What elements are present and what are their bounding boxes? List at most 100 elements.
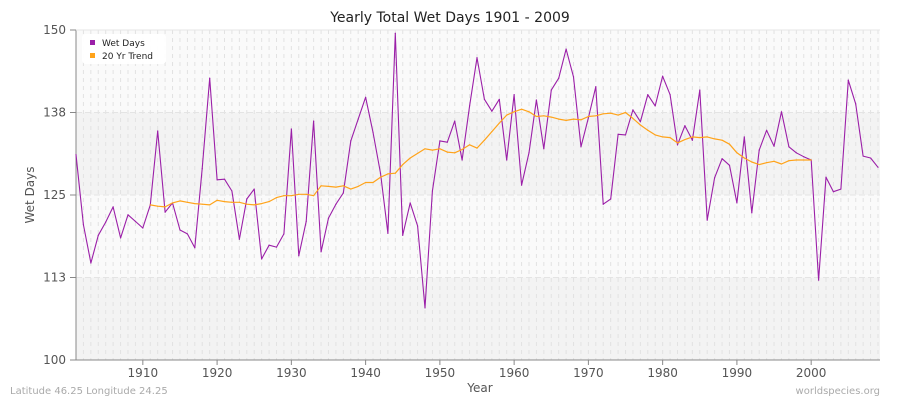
wet-days-point — [491, 110, 493, 112]
wet-days-point — [186, 233, 188, 235]
wet-days-point — [506, 159, 508, 161]
wet-days-point — [691, 139, 693, 141]
wet-days-point — [454, 120, 456, 122]
trend-point — [676, 142, 679, 144]
wet-days-point — [780, 111, 783, 113]
trend-point — [788, 160, 790, 162]
trend-point — [587, 115, 589, 118]
wet-days-point — [439, 140, 441, 142]
trend-point — [513, 111, 515, 113]
wet-days-point — [157, 130, 159, 132]
wet-days-point — [119, 237, 122, 239]
trend-line — [150, 108, 812, 208]
wet-days-point — [416, 225, 419, 227]
trend-point — [669, 136, 671, 139]
wet-days-point — [394, 32, 396, 34]
wet-days-point — [587, 117, 589, 119]
wet-days-point — [840, 188, 842, 190]
wet-days-point — [728, 164, 731, 166]
trend-point — [305, 193, 307, 195]
wet-days-point — [803, 156, 805, 158]
trend-point — [209, 204, 211, 206]
trend-point — [350, 188, 352, 190]
wet-days-point — [736, 202, 738, 204]
wet-days-point — [201, 168, 203, 170]
wet-days-point — [580, 146, 582, 148]
trend-point — [520, 108, 523, 110]
x-tick-label: 1960 — [499, 366, 530, 380]
trend-point — [773, 160, 775, 162]
trend-point — [424, 148, 426, 150]
trend-point — [379, 176, 382, 178]
wet-days-point — [476, 57, 478, 59]
wet-days-point — [246, 198, 248, 200]
trend-point — [290, 195, 292, 197]
trend-point — [766, 162, 768, 164]
wet-days-point — [602, 203, 604, 205]
trend-point — [795, 159, 797, 161]
wet-days-point — [75, 154, 77, 156]
wet-days-point — [342, 192, 344, 194]
trend-point — [543, 115, 545, 117]
wet-days-point — [528, 152, 530, 154]
trend-point — [691, 136, 693, 138]
wet-days-point — [676, 144, 679, 146]
wet-days-point — [446, 141, 448, 143]
trend-point — [416, 152, 419, 155]
wet-days-point — [520, 184, 523, 186]
wet-days-point — [766, 129, 768, 131]
x-axis-label: Year — [466, 381, 492, 395]
x-tick-label: 1980 — [647, 366, 678, 380]
wet-days-point — [90, 262, 92, 264]
trend-point — [550, 116, 552, 118]
wet-days-point — [350, 140, 352, 142]
wet-days-point — [632, 109, 634, 111]
wet-days-point — [669, 94, 671, 96]
wet-days-point — [127, 214, 129, 216]
wet-days-point — [624, 134, 627, 136]
footer-location: Latitude 46.25 Longitude 24.25 — [10, 386, 168, 397]
x-tick-label: 2000 — [796, 366, 827, 380]
x-tick-label: 1950 — [425, 366, 456, 380]
legend-label-trend: 20 Yr Trend — [102, 52, 153, 62]
wet-days-point — [550, 89, 552, 91]
trend-point — [728, 143, 731, 145]
legend: Wet Days 20 Yr Trend — [82, 34, 166, 64]
trend-point — [157, 205, 159, 207]
trend-point — [468, 144, 471, 146]
wet-days-point — [283, 233, 285, 235]
trend-point — [699, 136, 701, 139]
wet-days-point — [402, 234, 404, 236]
wet-days-point — [142, 227, 144, 229]
wet-days-point — [365, 96, 367, 98]
y-tick-label: 150 — [43, 23, 66, 37]
wet-days-point — [639, 121, 641, 123]
trend-point — [216, 199, 218, 201]
wet-days-point — [535, 99, 538, 101]
wet-days-point — [751, 212, 753, 214]
trend-point — [751, 161, 753, 163]
wet-days-point — [847, 79, 849, 81]
trend-point — [402, 164, 404, 166]
wet-days-point — [706, 219, 708, 221]
trend-point — [387, 173, 389, 175]
trend-point — [476, 147, 478, 149]
wet-days-point — [216, 179, 218, 181]
trend-point — [721, 139, 723, 141]
legend-label-wet-days: Wet Days — [102, 39, 145, 49]
wet-days-point — [610, 198, 612, 200]
wet-days-point — [483, 98, 486, 100]
trend-point — [253, 204, 255, 206]
trend-point — [617, 114, 619, 116]
wet-days-point — [758, 149, 760, 151]
wet-days-point — [179, 229, 181, 231]
trend-point — [654, 134, 656, 136]
wet-days-point — [647, 94, 649, 96]
trend-point — [803, 159, 805, 161]
wet-days-point — [498, 98, 500, 100]
wet-days-point — [372, 131, 374, 133]
wet-days-point — [832, 191, 835, 193]
trend-point — [483, 139, 486, 141]
